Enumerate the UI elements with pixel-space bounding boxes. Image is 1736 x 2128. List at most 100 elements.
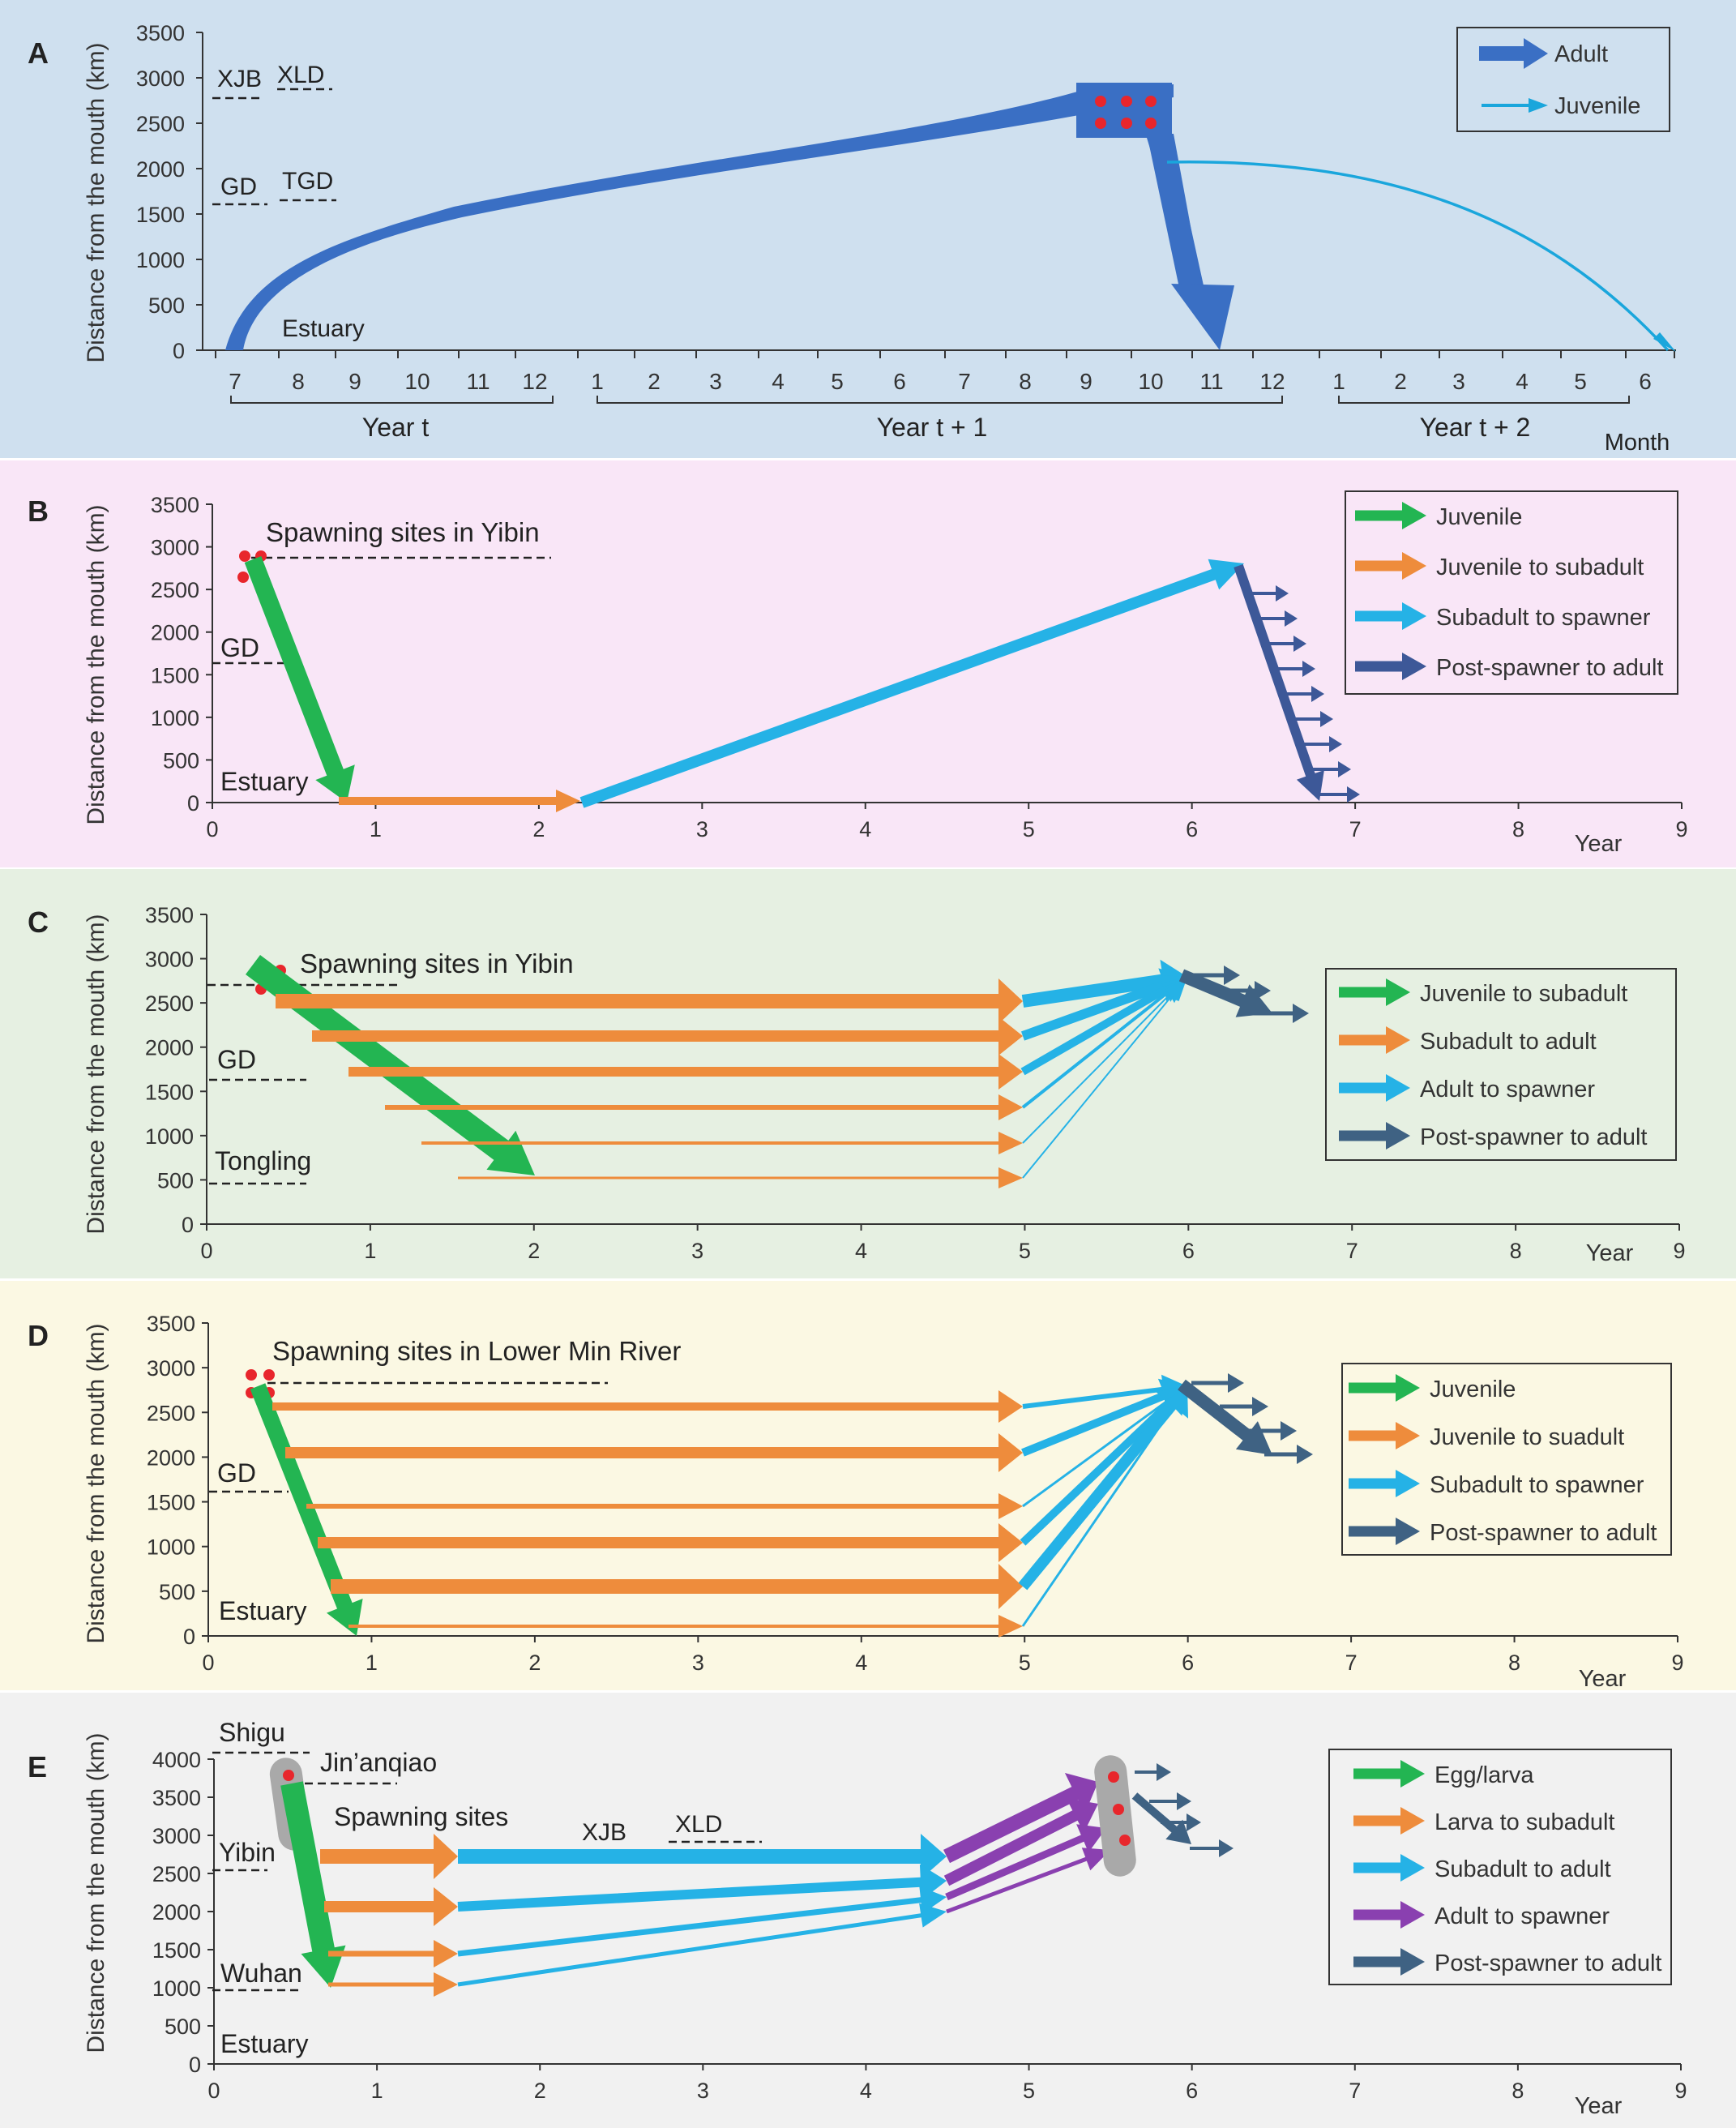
panel-d-x-tick-label: 5 [1019,1651,1031,1675]
panel-c-axes: 0 500 1000 1500 2000 2500 3000 3500 0 1 2 3 4 5 6 7 8 9 Ye… [145,903,1686,1266]
post-spawner-small-arrow [1282,686,1324,702]
panel-d-y-tick-label: 1000 [147,1535,195,1560]
spawning-dot [283,1770,294,1781]
panel-b-legend-arrow [1355,653,1426,680]
panel-e-x-tick-label: 6 [1186,2079,1198,2103]
panel-d-letter: D [28,1319,49,1352]
legend-juvenile-head [1529,98,1548,113]
panel-c-legend-label: Post-spawner to adult [1420,1124,1647,1150]
panel-d-x-unit: Year [1579,1666,1627,1692]
panel-c-y-tick-label: 3000 [145,948,194,972]
panel-a-month-label: 11 [466,369,490,394]
panel-d-y-tick-label: 2000 [147,1445,195,1470]
legend-juvenile-label: Juvenile [1554,93,1640,119]
post-spawner-small-arrow [1273,661,1315,677]
panel-b-y-tick-label: 3000 [151,536,199,560]
panel-c-x-tick-label: 1 [364,1239,376,1263]
panel-a-month-label: 9 [348,369,361,394]
panel-a-y-axis-label: Distance from the mouth (km) [83,42,109,362]
panel-d-y-tick-label: 2500 [147,1401,195,1425]
spawning-dot [1119,1835,1131,1846]
panel-b-legend-label: Juvenile to subadult [1436,554,1644,580]
panel-c-tongling-label: Tongling [215,1146,311,1175]
adult-to-spawner-arrow [943,1773,1098,1864]
year-t1-label: Year t + 1 [877,413,988,442]
spawning-dot [1121,118,1132,129]
panel-e-legend-arrow [1353,1948,1425,1976]
juvenile-arrow [244,556,355,803]
panel-e-y-axis-label: Distance from the mouth (km) [83,1732,109,2053]
juvenile-drift-curve [1166,160,1670,352]
panel-b-y-tick-label: 2500 [151,578,199,602]
spawning-dot [1121,96,1132,107]
panel-d-gd-label: GD [217,1458,256,1488]
spawning-dot [1095,118,1106,129]
year-t2-label: Year t + 2 [1420,413,1531,442]
larva-to-subadult-arrow [328,1940,458,1967]
panel-c-x-tick-label: 2 [528,1239,540,1263]
juvenile-to-subadult-arrow [272,1390,1023,1423]
panel-e-arrows [269,1755,1234,1997]
panel-b-legend-arrow [1355,602,1426,630]
panel-b-x-tick-label: 4 [859,817,871,841]
panel-d-estuary-label: Estuary [219,1596,306,1625]
juvenile-drift-head [1653,332,1676,352]
spawning-dot [1113,1804,1124,1815]
post-spawner-arrow [1131,1792,1191,1844]
panel-a-y-tick-label: 500 [148,293,185,318]
panel-b: B Distance from the mouth (km) 0 500 1000 1… [0,460,1736,867]
panel-a-month-label: 10 [404,369,430,394]
panel-c-legend-arrow [1339,978,1410,1006]
panel-a-month-label: 2 [1394,369,1407,394]
post-spawner-small-arrow [1300,736,1342,752]
subadult-to-adult-arrow [312,1017,1023,1055]
panel-a-background [0,0,1736,458]
panel-c-y-tick-label: 2000 [145,1036,194,1060]
panel-a-month-label: 4 [772,369,785,394]
panel-b-y-tick-label: 2000 [151,621,199,645]
panel-c-legend-arrow [1339,1074,1410,1102]
panel-b-y-tick-label: 1000 [151,706,199,730]
spawning-dot [1108,1771,1119,1783]
panel-b-estuary-label: Estuary [220,767,308,796]
post-spawner-small-arrow [1149,1792,1191,1810]
panel-e-yibin-label: Yibin [219,1838,276,1867]
panel-a-month-label: 5 [1574,369,1587,394]
adult-to-spawner-arrow [946,1848,1110,1914]
panel-e-y-tick-label: 2000 [152,1900,201,1925]
subadult-to-adult-arrow [458,1167,1023,1188]
panel-c-y-tick-label: 500 [157,1168,194,1192]
panel-a-y-tick-label: 1000 [136,248,185,272]
panel-e-legend-arrow [1353,1760,1425,1788]
post-spawner-small-arrow [1264,1445,1313,1464]
panel-c-y-tick-label: 1500 [145,1080,194,1104]
panel-a-month-label: 6 [893,369,906,394]
post-spawner-small-arrow [1264,636,1306,652]
panel-e-x-tick-label: 1 [371,2079,383,2103]
post-spawner-small-arrow [1190,1839,1234,1857]
panel-a-month-label: 9 [1080,369,1092,394]
juvenile-to-subadult-arrow [348,1615,1023,1638]
panel-e-x-tick-label: 3 [697,2079,709,2103]
panel-c-x-tick-label: 8 [1510,1239,1522,1263]
year-t2-bracket [1338,396,1630,404]
panel-b-legend: Juvenile Juvenile to subadult Subadult to … [1355,502,1663,681]
panel-b-x-tick-label: 3 [696,817,708,841]
adult-to-spawner-arrow [1021,977,1187,1109]
post-spawner-arrow [1234,564,1324,801]
panel-c: C Distance from the mouth (km) 0 500 1000 1… [0,869,1736,1278]
panel-b-x-tick-label: 0 [206,817,218,841]
adult-to-spawner-arrow [1022,977,1187,1179]
larva-to-subadult-arrow [320,1834,458,1879]
subadult-to-spawner-arrow [1022,1386,1187,1508]
adult-to-spawner-arrow [1022,977,1187,1144]
panel-c-x-unit: Year [1586,1240,1634,1266]
spawning-area-box [1076,83,1172,138]
panel-a-month-label: 6 [1639,369,1652,394]
panel-b-arrows [244,556,1360,812]
panel-a-month-label: 8 [292,369,305,394]
panel-d-arrows [250,1373,1313,1638]
year-t-bracket [230,396,554,404]
panel-d-legend-arrow [1349,1470,1420,1497]
